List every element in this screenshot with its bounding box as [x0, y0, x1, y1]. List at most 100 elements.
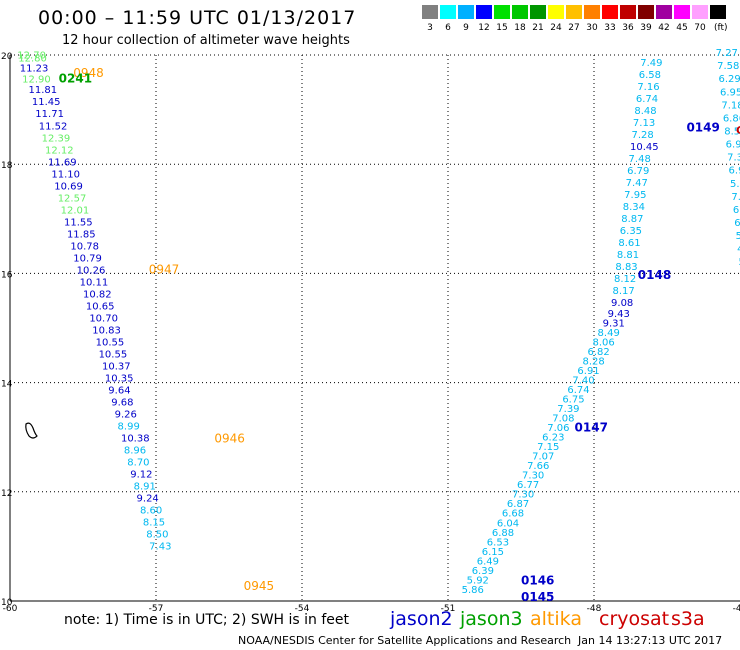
swh-value-label: 10.55: [99, 349, 128, 360]
swh-value-label: 7.30: [512, 490, 534, 501]
swh-value-label: 10.78: [70, 241, 99, 252]
color-scale-swatch: [584, 5, 600, 19]
color-scale-swatch: [656, 5, 672, 19]
lat-tick-label: 16: [1, 270, 13, 280]
swh-value-label: 9.43: [608, 309, 630, 320]
swh-value-label: 7.58: [717, 61, 739, 72]
swh-value-label: 7.15: [537, 442, 559, 453]
swh-value-label: 8.48: [634, 106, 656, 117]
color-scale-swatch: [494, 5, 510, 19]
swh-value-label: 7.95: [624, 190, 646, 201]
pass-time-label: 0947: [149, 262, 180, 276]
swh-value-label: 6.15: [482, 547, 504, 558]
swh-value-label: 10.69: [54, 181, 83, 192]
swh-value-label: 6.92: [729, 166, 740, 177]
swh-value-label: 8.87: [621, 214, 643, 225]
swh-value-label: 7.32: [727, 153, 740, 164]
swh-value-label: 8.06: [593, 338, 615, 349]
swh-value-label: 10.11: [80, 277, 109, 288]
lat-tick-label: 14: [1, 380, 13, 390]
swh-value-label: 7.27: [716, 48, 738, 59]
swh-value-label: 7.49: [640, 58, 662, 69]
swh-value-label: 5: [739, 257, 740, 268]
swh-value-label: 7.28: [631, 130, 653, 141]
swh-value-label: 11.81: [28, 85, 57, 96]
pass-time-label: 0145: [521, 590, 554, 604]
swh-value-label: 10.37: [102, 361, 131, 372]
color-scale-swatch: [476, 5, 492, 19]
pass-time-label: 0148: [638, 268, 671, 282]
swh-value-label: 7.08: [552, 414, 574, 425]
lon-tick-label: -51: [441, 604, 456, 614]
swh-value-label: 6.92: [726, 140, 740, 151]
legend-jason3: jason3: [460, 608, 523, 630]
color-scale-label: 42: [658, 23, 670, 33]
swh-value-label: 9.26: [115, 410, 137, 421]
swh-value-label: 7.13: [633, 118, 655, 129]
lon-tick-label: -45: [733, 604, 740, 614]
swh-value-label: 10.35: [105, 374, 134, 385]
swh-value-label: 7.30: [522, 471, 544, 482]
swh-value-label: 6.79: [627, 166, 649, 177]
color-scale-swatch: [530, 5, 546, 19]
color-scale-label: 9: [463, 23, 469, 33]
color-scale-label: 36: [622, 23, 634, 33]
color-scale-label: 45: [676, 23, 688, 33]
swh-value-label: 6.35: [620, 226, 642, 237]
color-scale-swatch: [710, 5, 726, 19]
swh-value-label: 6.95: [720, 87, 740, 98]
swh-value-label: 8.12: [614, 274, 636, 285]
swh-value-label: 8.15: [143, 518, 165, 529]
color-scale-swatch: [440, 5, 456, 19]
swh-value-label: 5.92: [467, 575, 489, 586]
swh-value-label: 6.68: [502, 509, 524, 520]
color-scale-label: 30: [586, 23, 598, 33]
swh-value-label: 6.53: [487, 537, 509, 548]
pass-time-label: 0147: [575, 421, 608, 435]
swh-value-label: 12.57: [58, 193, 87, 204]
color-scale-label: 6: [445, 23, 451, 33]
swh-value-label: 11.45: [32, 97, 61, 108]
color-scale-swatch: [512, 5, 528, 19]
swh-value-label: 8.70: [127, 458, 149, 469]
color-scale-swatch: [566, 5, 582, 19]
lat-tick-label: 18: [1, 161, 13, 171]
cryosat-edge-mark: C: [736, 124, 740, 137]
swh-value-label: 11.85: [67, 229, 96, 240]
color-scale-label: 70: [694, 23, 706, 33]
swh-value-label: 7.16: [637, 82, 659, 93]
swh-value-label: 10.82: [83, 289, 112, 300]
swh-value-label: 5.86: [462, 585, 484, 596]
swh-value-label: 7.18: [721, 100, 740, 111]
swh-value-label: 7.06: [547, 423, 569, 434]
credit-text: NOAA/NESDIS Center for Satellite Applica…: [238, 634, 572, 647]
color-scale-swatch: [674, 5, 690, 19]
swh-value-label: 8.59: [724, 127, 740, 138]
color-scale-swatch: [458, 5, 474, 19]
swh-value-label: 6.88: [492, 528, 514, 539]
color-scale-swatch: [602, 5, 618, 19]
swh-value-label: 6.75: [562, 395, 584, 406]
swh-value-label: 7.39: [557, 404, 579, 415]
swh-value-label: 11.10: [51, 169, 80, 180]
swh-value-label: 10.65: [86, 301, 115, 312]
swh-value-label: 5.9: [736, 231, 740, 242]
swh-value-label: 6.23: [733, 205, 740, 216]
color-scale-label: 39: [640, 23, 652, 33]
lat-tick-label: 12: [1, 489, 12, 499]
color-scale-label: 12: [478, 23, 490, 33]
swh-value-label: 10.70: [89, 313, 118, 324]
color-scale-label: 15: [496, 23, 508, 33]
color-scale-swatch: [692, 5, 708, 19]
swh-value-label: 6.8: [734, 218, 740, 229]
swh-value-label: 8.49: [598, 328, 620, 339]
swh-value-label: 10.83: [92, 325, 121, 336]
swh-value-label: 9.12: [130, 470, 152, 481]
lon-tick-label: -57: [149, 604, 164, 614]
swh-value-label: 7.66: [527, 461, 549, 472]
swh-value-label: 4: [737, 244, 740, 255]
swh-value-label: 9.08: [611, 298, 633, 309]
swh-value-label: 6.86: [723, 113, 740, 124]
swh-value-label: 10.26: [77, 265, 106, 276]
